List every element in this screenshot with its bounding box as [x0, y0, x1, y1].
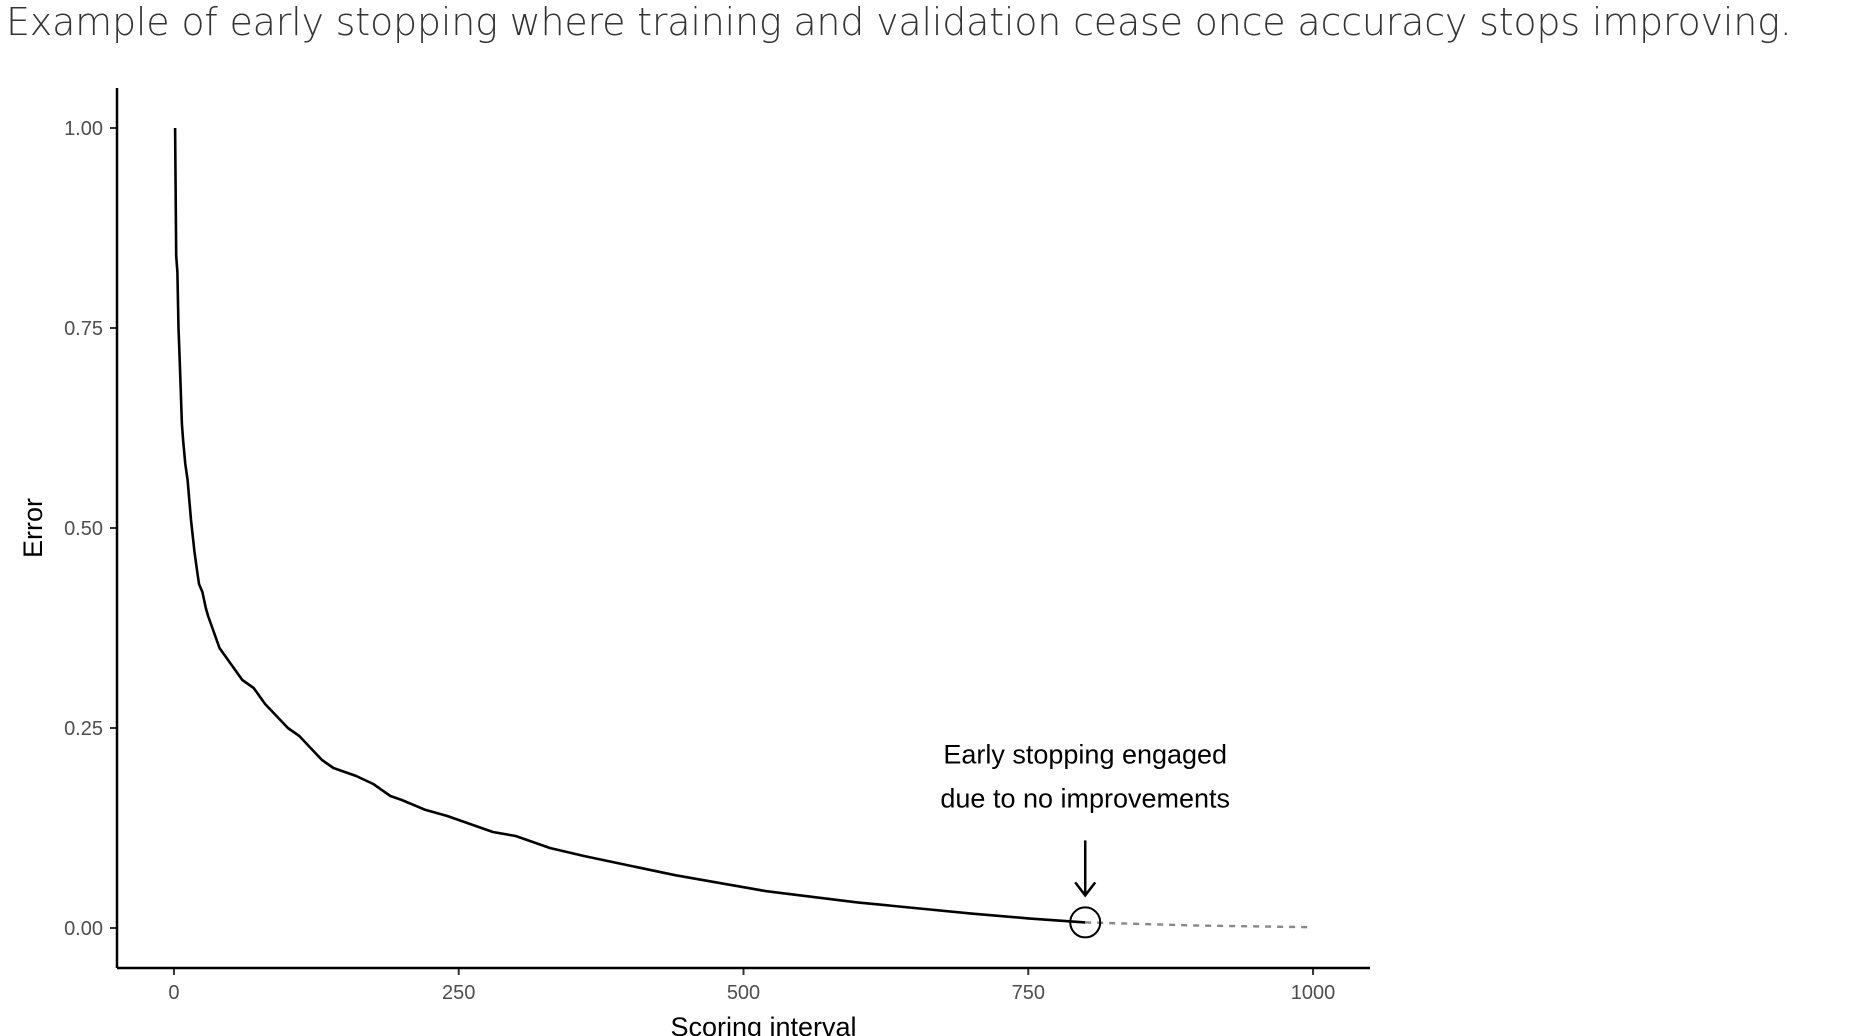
x-tick-label: 250 — [442, 982, 475, 1004]
y-tick-label: 0.50 — [64, 518, 103, 540]
y-axis-title: Error — [18, 498, 48, 558]
projected-error-line — [1085, 921, 1314, 929]
x-axis-ticks: 0 250 500 750 1000 — [168, 968, 1335, 1004]
y-tick-label: 0.75 — [64, 318, 103, 340]
y-tick-label: 0.25 — [64, 718, 103, 740]
y-axis-ticks: 0.00 0.25 0.50 0.75 1.00 — [64, 118, 117, 940]
early-stop-marker — [1069, 906, 1102, 939]
x-tick-label: 750 — [1012, 982, 1045, 1004]
figure-caption: Example of early stopping where training… — [6, 0, 1792, 44]
annotation-text-line-1: Early stopping engaged — [943, 739, 1227, 769]
y-tick-label: 0.00 — [64, 918, 103, 940]
y-tick-label: 1.00 — [64, 118, 103, 140]
annotation-arrow-head — [1074, 881, 1097, 898]
training-error-line — [173, 127, 1086, 924]
x-axis-title: Scoring interval — [670, 1012, 856, 1036]
x-tick-label: 500 — [727, 982, 760, 1004]
x-tick-label: 0 — [168, 982, 179, 1004]
x-tick-label: 1000 — [1291, 982, 1336, 1004]
annotation-text-line-2: due to no improvements — [940, 783, 1230, 813]
